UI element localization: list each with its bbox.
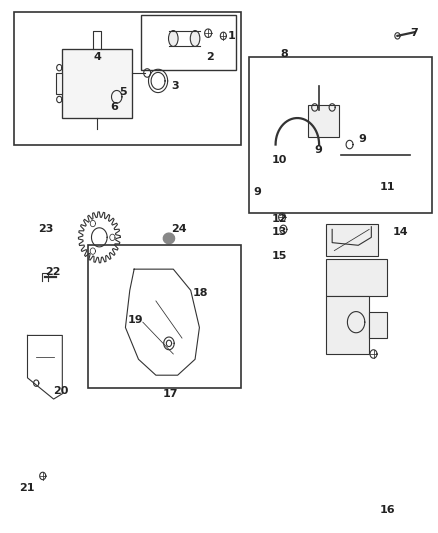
Text: 7: 7 [410,28,418,38]
Ellipse shape [169,30,178,46]
Text: 22: 22 [45,267,60,277]
Text: 9: 9 [254,187,261,197]
Text: 16: 16 [380,505,396,515]
Text: 13: 13 [271,227,286,237]
Text: 5: 5 [119,86,127,96]
Bar [62,49,132,118]
Bar [325,259,387,296]
Bar [369,312,387,338]
Bar [250,57,432,214]
Text: 8: 8 [280,50,288,59]
Text: 12: 12 [271,214,287,224]
Bar [88,245,241,389]
Bar [325,296,369,354]
Text: 24: 24 [171,224,187,235]
Bar [141,14,237,70]
Bar [14,12,241,144]
Polygon shape [163,233,175,244]
Text: 6: 6 [110,102,118,112]
Text: 1: 1 [228,31,236,41]
Bar [56,73,62,94]
Text: 20: 20 [53,386,69,396]
Text: 9: 9 [315,145,323,155]
Text: 4: 4 [94,52,102,62]
Ellipse shape [190,30,200,46]
Bar [308,105,339,136]
Text: 14: 14 [393,227,409,237]
Text: 3: 3 [171,81,179,91]
Text: 11: 11 [380,182,396,192]
Text: 9: 9 [358,134,366,144]
Text: 19: 19 [127,314,143,325]
Bar [325,224,378,256]
Text: 17: 17 [162,389,178,399]
Text: 23: 23 [38,224,53,235]
Text: 21: 21 [19,483,34,493]
Text: 10: 10 [271,156,286,165]
Text: 2: 2 [206,52,214,62]
Text: 15: 15 [271,251,286,261]
Text: 18: 18 [193,288,208,298]
